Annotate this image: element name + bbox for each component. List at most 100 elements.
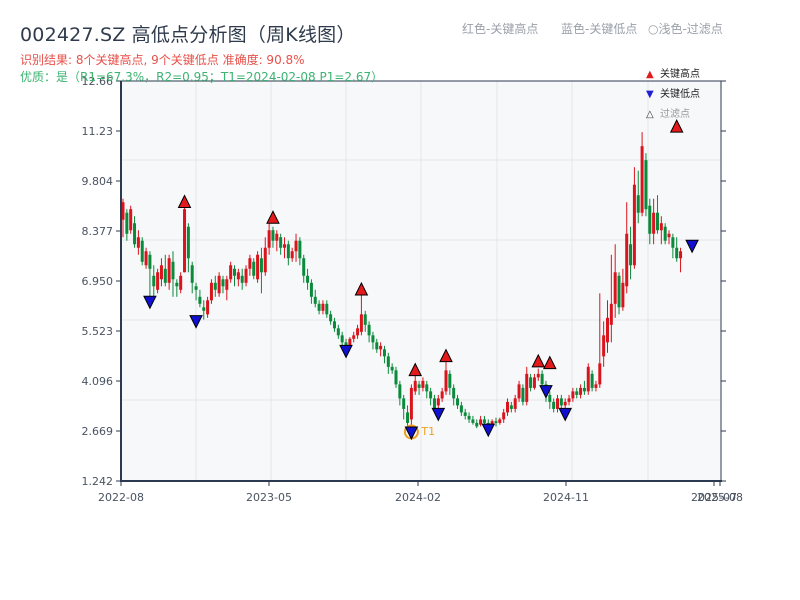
triangle-down-icon: ▼ (646, 89, 654, 100)
candle-body (329, 314, 333, 322)
candle-body (590, 373, 594, 388)
key-low-marker (558, 407, 573, 422)
candle-body (367, 324, 371, 336)
top-legend-blue: 蓝色-关键低点 (561, 22, 638, 36)
candle-body (440, 391, 444, 399)
candle-body (644, 160, 648, 210)
candle-body (636, 195, 640, 213)
candle-body (417, 384, 421, 388)
candle-body (621, 282, 625, 308)
candle-body (475, 422, 479, 427)
legend-key-low: ▼ 关键低点 (646, 85, 700, 100)
candle-body (586, 366, 590, 392)
candle-body (317, 303, 321, 311)
candle-body (202, 307, 206, 311)
candle-body (233, 268, 237, 276)
candle-body (563, 401, 567, 406)
candle-body (679, 251, 683, 259)
candle-body (229, 265, 233, 280)
top-legend-red: 红色-关键高点 (462, 22, 539, 36)
candle-body (375, 342, 379, 350)
legend-key-high: ▲ 关键高点 (646, 65, 700, 80)
candle-body (309, 282, 313, 297)
candle-body (605, 317, 609, 343)
candle-body (221, 279, 225, 287)
candle-body (129, 209, 133, 231)
key-high-marker (531, 353, 546, 368)
candle-body (625, 233, 629, 287)
y-tick-label: 6.950 (82, 275, 114, 288)
candle-body (506, 401, 510, 413)
candle-body (421, 380, 425, 388)
candle-body (482, 419, 486, 423)
key-low-marker (685, 239, 699, 254)
candle-body (136, 237, 140, 248)
legend-filtered: △ 过滤点 (646, 105, 690, 120)
candle-body (359, 314, 363, 332)
result-summary: 识别结果: 8个关键高点, 9个关键低点 准确度: 90.8% (20, 53, 305, 67)
candle-body (267, 230, 271, 248)
x-tick-label: 2023-05 (246, 491, 292, 504)
candle-body (298, 240, 302, 259)
candle-body (432, 398, 436, 409)
candle-body (409, 387, 413, 420)
candle-body (148, 254, 152, 269)
candle-body (540, 373, 544, 385)
y-tick-label: 9.804 (82, 175, 114, 188)
key-high-marker (669, 119, 684, 133)
candle-body (225, 279, 229, 290)
key-low-marker (539, 385, 553, 399)
candle-body (652, 212, 656, 234)
key-high-marker (266, 210, 280, 224)
candle-body (186, 226, 190, 259)
y-tick-label: 4.096 (82, 375, 114, 388)
candle-body (236, 272, 240, 280)
x-tick-label: 2022-08 (98, 491, 144, 504)
candle-body (594, 384, 598, 388)
candle-body (579, 387, 583, 395)
candle-body (271, 230, 275, 241)
candle-body (406, 412, 410, 423)
candle-body (390, 366, 394, 371)
candle-body (244, 268, 248, 283)
candle-body (198, 296, 202, 304)
candle-body (209, 282, 213, 301)
candle-body (321, 303, 325, 311)
candle-body (125, 212, 129, 234)
candle-body (655, 212, 659, 231)
candle-body (490, 421, 494, 425)
candle-body (525, 373, 529, 402)
candle-body (398, 384, 402, 399)
candle-body (552, 401, 556, 409)
candle-body (286, 244, 290, 259)
candle-body (667, 233, 671, 238)
candle-body (386, 356, 390, 367)
candle-body (602, 335, 606, 357)
candle-body (336, 328, 340, 336)
candle-body (121, 202, 125, 220)
y-tick-label: 5.523 (82, 325, 114, 338)
candle-body (529, 377, 533, 388)
candle-body (394, 370, 398, 385)
candle-body (167, 258, 171, 283)
y-tick-label: 11.23 (82, 125, 114, 138)
t1-label: T1 (420, 425, 435, 438)
candle-body (140, 240, 144, 262)
candle-body (356, 328, 360, 336)
key-low-marker (339, 344, 353, 359)
candle-body (459, 405, 463, 413)
candle-body (133, 223, 137, 245)
candle-body (659, 223, 663, 231)
candle-body (402, 398, 406, 409)
candle-body (413, 380, 417, 392)
candle-body (467, 415, 471, 420)
candle-body (517, 384, 521, 399)
candle-body (598, 363, 602, 385)
top-legend-light: ○浅色-过滤点 (648, 22, 723, 36)
x-tick-label: 2024-02 (395, 491, 441, 504)
candle-body (159, 265, 163, 280)
candle-body (429, 391, 433, 399)
candle-body (183, 209, 187, 273)
candle-body (609, 303, 613, 325)
candle-body (382, 349, 386, 357)
